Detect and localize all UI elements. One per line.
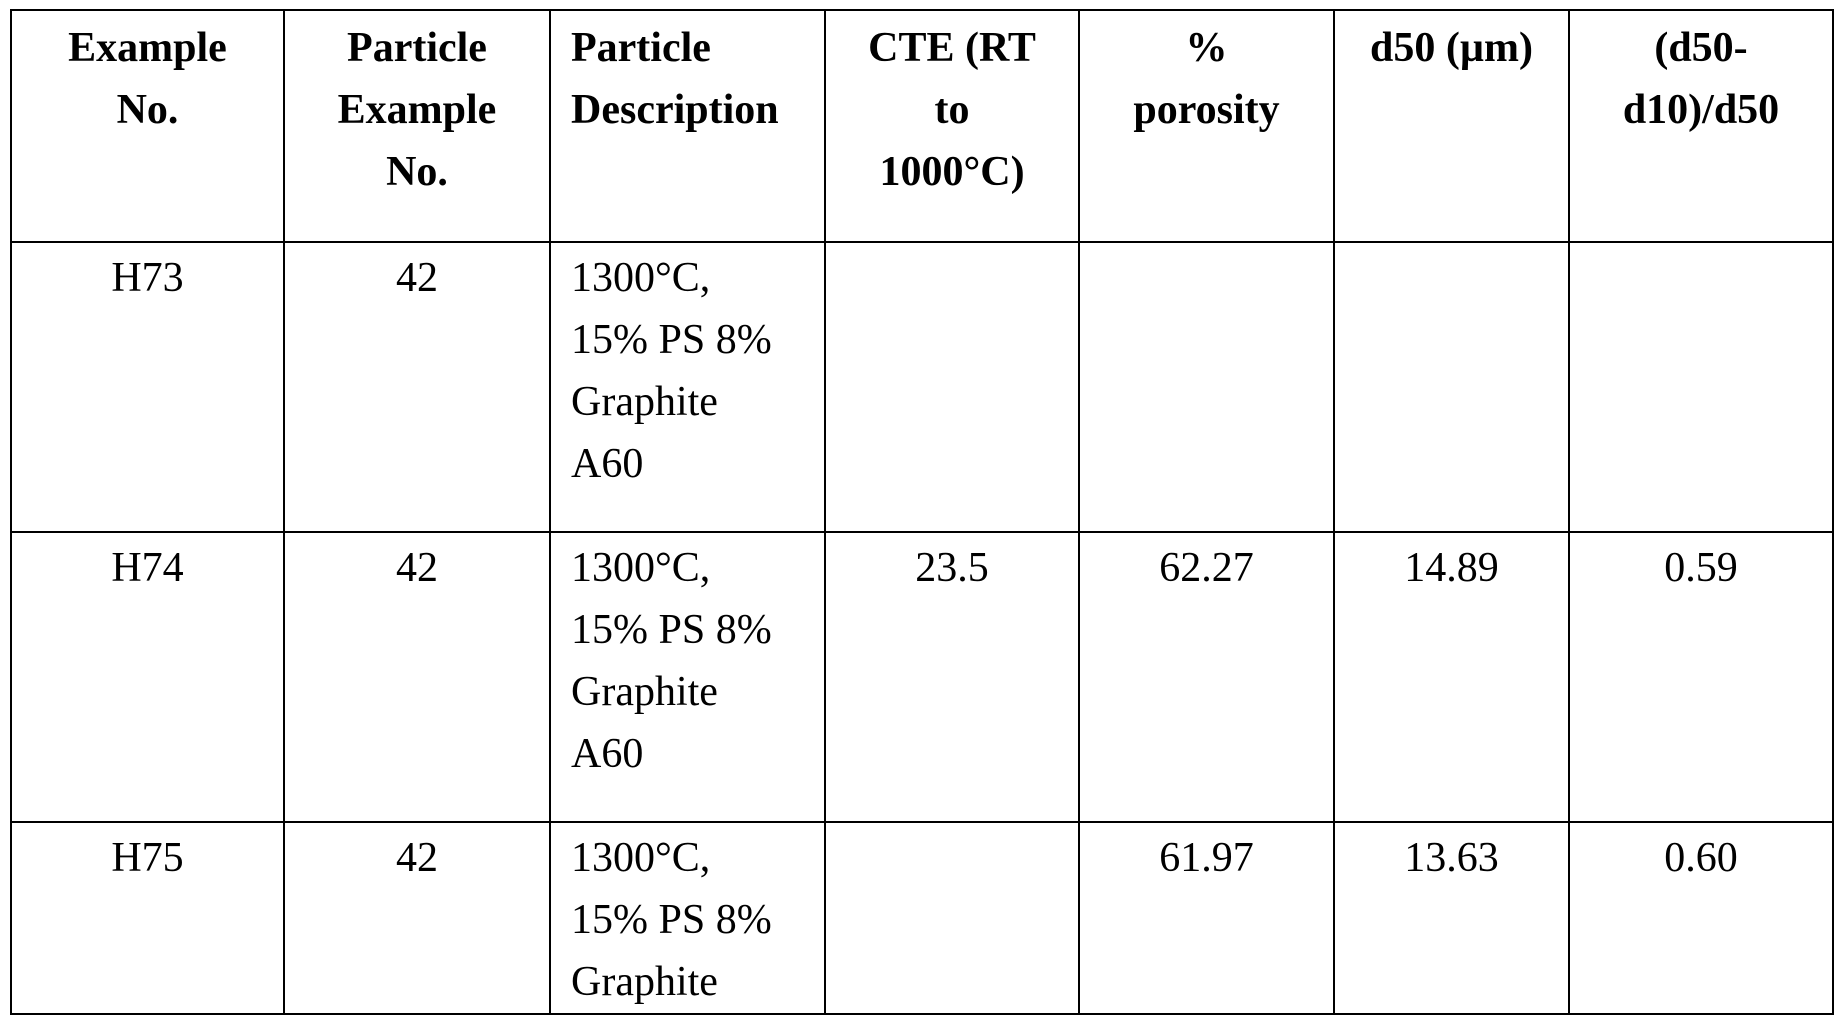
cell-example-no: H73 — [11, 242, 284, 532]
cell-particle-example-no: 42 — [284, 532, 550, 822]
cell-d50: 14.89 — [1334, 532, 1569, 822]
cell-cte: 23.5 — [825, 532, 1079, 822]
header-text: Description — [571, 79, 824, 141]
description-line: Graphite — [571, 951, 824, 1013]
cell-description: 1300°C, 15% PS 8% Graphite A60 — [550, 242, 825, 532]
cell-d50 — [1334, 242, 1569, 532]
header-text: No. — [285, 141, 549, 203]
description-line: A60 — [571, 433, 824, 495]
header-text: to — [826, 79, 1078, 141]
header-text: Particle — [571, 17, 824, 79]
header-text: d50 (µm) — [1335, 17, 1568, 79]
cell-particle-example-no: 42 — [284, 242, 550, 532]
header-text: Example — [12, 17, 283, 79]
header-text: % — [1080, 17, 1333, 79]
header-particle-description: Particle Description — [550, 10, 825, 242]
cell-particle-example-no: 42 — [284, 822, 550, 1014]
cell-porosity: 61.97 — [1079, 822, 1334, 1014]
description-line: Graphite — [571, 371, 824, 433]
cell-example-no: H75 — [11, 822, 284, 1014]
description-line: 1300°C, — [571, 247, 824, 309]
header-d50: d50 (µm) — [1334, 10, 1569, 242]
header-row: Example No. Particle Example No. Particl… — [11, 10, 1833, 242]
header-text: Example — [285, 79, 549, 141]
description-line: 15% PS 8% — [571, 309, 824, 371]
header-cte: CTE (RT to 1000°C) — [825, 10, 1079, 242]
cell-description: 1300°C, 15% PS 8% Graphite A60 — [550, 532, 825, 822]
cell-description: 1300°C, 15% PS 8% Graphite — [550, 822, 825, 1014]
header-text: d10)/d50 — [1570, 79, 1832, 141]
header-text: Particle — [285, 17, 549, 79]
description-line: 15% PS 8% — [571, 889, 824, 951]
cell-cte — [825, 822, 1079, 1014]
cell-ratio: 0.60 — [1569, 822, 1833, 1014]
table-row: H73 42 1300°C, 15% PS 8% Graphite A60 — [11, 242, 1833, 532]
description-line: A60 — [571, 723, 824, 785]
cell-porosity: 62.27 — [1079, 532, 1334, 822]
table-row: H74 42 1300°C, 15% PS 8% Graphite A60 23… — [11, 532, 1833, 822]
cell-cte — [825, 242, 1079, 532]
data-table: Example No. Particle Example No. Particl… — [10, 9, 1834, 1015]
description-line: 15% PS 8% — [571, 599, 824, 661]
header-text: (d50- — [1570, 17, 1832, 79]
description-line: 1300°C, — [571, 537, 824, 599]
cell-d50: 13.63 — [1334, 822, 1569, 1014]
header-example-no: Example No. — [11, 10, 284, 242]
cell-ratio: 0.59 — [1569, 532, 1833, 822]
header-text: CTE (RT — [826, 17, 1078, 79]
header-text: porosity — [1080, 79, 1333, 141]
description-line: 1300°C, — [571, 827, 824, 889]
header-ratio: (d50- d10)/d50 — [1569, 10, 1833, 242]
header-porosity: % porosity — [1079, 10, 1334, 242]
table-row: H75 42 1300°C, 15% PS 8% Graphite 61.97 … — [11, 822, 1833, 1014]
cell-porosity — [1079, 242, 1334, 532]
header-particle-example-no: Particle Example No. — [284, 10, 550, 242]
header-text: No. — [12, 79, 283, 141]
cell-ratio — [1569, 242, 1833, 532]
cell-example-no: H74 — [11, 532, 284, 822]
header-text: 1000°C) — [826, 141, 1078, 203]
description-line: Graphite — [571, 661, 824, 723]
